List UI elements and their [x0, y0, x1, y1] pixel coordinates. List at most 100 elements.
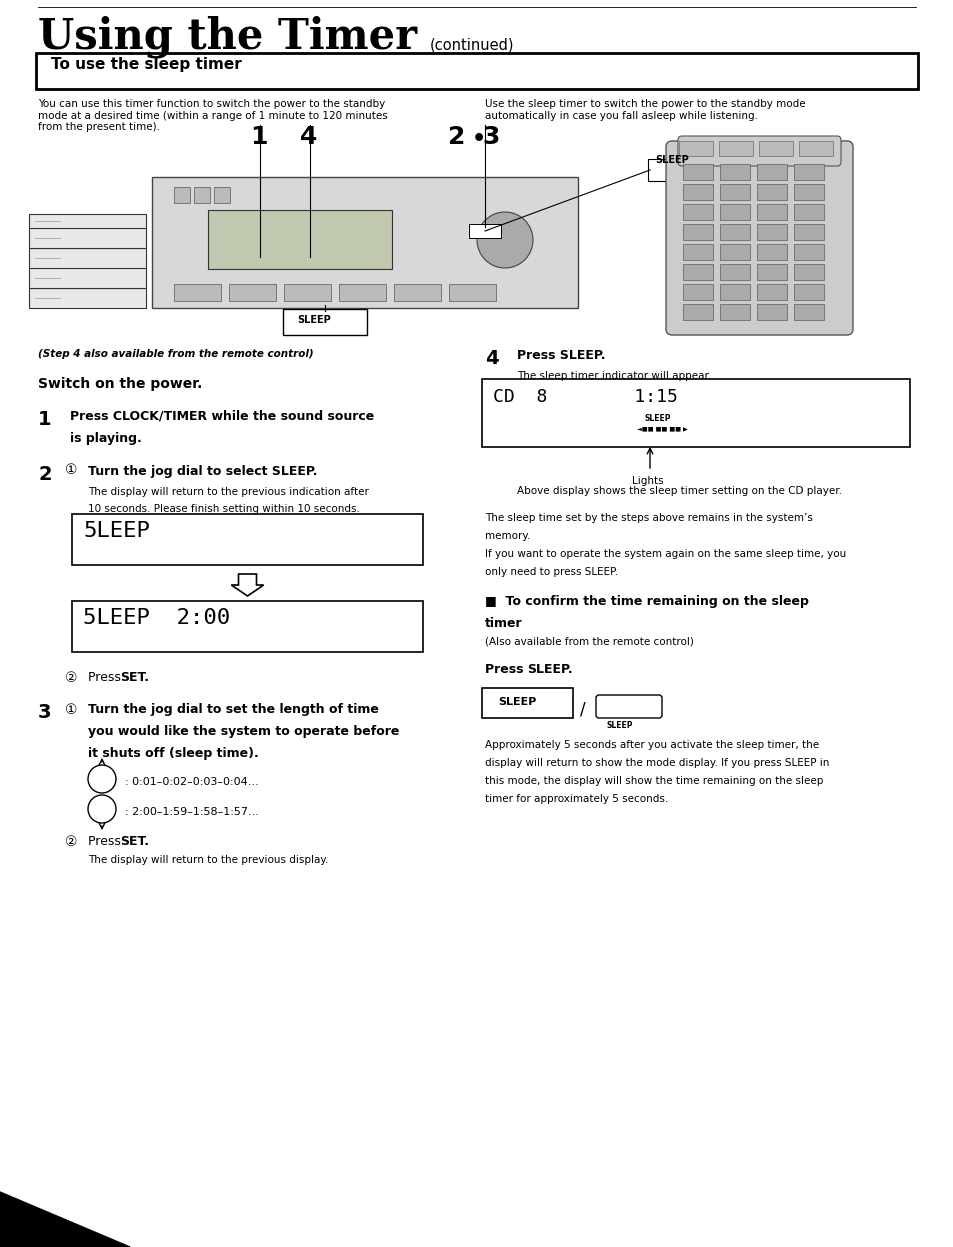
Text: (Step 4 also available from the remote control): (Step 4 also available from the remote c…	[38, 349, 314, 359]
FancyBboxPatch shape	[481, 379, 909, 446]
Text: SET.: SET.	[120, 671, 149, 685]
FancyBboxPatch shape	[173, 187, 190, 203]
FancyBboxPatch shape	[596, 695, 661, 718]
Text: : 2:00–1:59–1:58–1:57...: : 2:00–1:59–1:58–1:57...	[125, 807, 258, 817]
Text: Turn the jog dial to set the length of time: Turn the jog dial to set the length of t…	[88, 703, 378, 716]
FancyBboxPatch shape	[394, 284, 440, 301]
Text: ①: ①	[65, 703, 77, 717]
Circle shape	[476, 212, 533, 268]
FancyBboxPatch shape	[719, 141, 752, 156]
FancyBboxPatch shape	[29, 268, 146, 288]
FancyBboxPatch shape	[793, 244, 823, 261]
FancyBboxPatch shape	[208, 209, 392, 269]
FancyBboxPatch shape	[757, 304, 786, 320]
FancyBboxPatch shape	[720, 284, 749, 301]
Text: You can use this timer function to switch the power to the standby
mode at a des: You can use this timer function to switc…	[38, 99, 387, 132]
Text: Use the sleep timer to switch the power to the standby mode
automatically in cas: Use the sleep timer to switch the power …	[484, 99, 804, 121]
FancyBboxPatch shape	[757, 205, 786, 219]
FancyBboxPatch shape	[449, 284, 496, 301]
Text: ②: ②	[65, 671, 77, 685]
Text: Press: Press	[484, 663, 527, 676]
Text: 4: 4	[299, 125, 317, 148]
FancyBboxPatch shape	[757, 224, 786, 239]
FancyBboxPatch shape	[682, 304, 712, 320]
Text: The sleep timer indicator will appear.: The sleep timer indicator will appear.	[517, 372, 711, 382]
Text: Switch on the power.: Switch on the power.	[38, 377, 202, 392]
Text: SLEEP: SLEEP	[655, 155, 688, 165]
FancyBboxPatch shape	[71, 601, 422, 652]
Text: you would like the system to operate before: you would like the system to operate bef…	[88, 725, 399, 738]
Text: 5LEEP: 5LEEP	[83, 521, 150, 541]
FancyBboxPatch shape	[793, 264, 823, 281]
FancyBboxPatch shape	[793, 304, 823, 320]
Text: 10 seconds. Please finish setting within 10 seconds.: 10 seconds. Please finish setting within…	[88, 504, 359, 514]
Text: 1: 1	[38, 410, 51, 429]
FancyBboxPatch shape	[757, 244, 786, 261]
FancyBboxPatch shape	[29, 248, 146, 268]
Text: •: •	[472, 128, 486, 148]
Text: SLEEP: SLEEP	[644, 414, 671, 423]
FancyBboxPatch shape	[338, 284, 386, 301]
Text: The display will return to the previous display.: The display will return to the previous …	[88, 855, 328, 865]
Text: 3: 3	[38, 703, 51, 722]
FancyBboxPatch shape	[481, 688, 573, 718]
Text: To use the sleep timer: To use the sleep timer	[51, 57, 241, 72]
FancyBboxPatch shape	[720, 205, 749, 219]
FancyBboxPatch shape	[793, 185, 823, 200]
Polygon shape	[0, 1192, 130, 1247]
Text: ②: ②	[65, 835, 77, 849]
Text: Above display shows the sleep timer setting on the CD player.: Above display shows the sleep timer sett…	[517, 486, 841, 496]
Text: SLEEP: SLEEP	[296, 315, 331, 325]
FancyBboxPatch shape	[678, 136, 841, 166]
Text: timer: timer	[484, 617, 522, 630]
FancyBboxPatch shape	[71, 514, 422, 565]
FancyBboxPatch shape	[647, 160, 703, 181]
FancyBboxPatch shape	[679, 141, 712, 156]
FancyBboxPatch shape	[229, 284, 275, 301]
FancyBboxPatch shape	[793, 224, 823, 239]
FancyBboxPatch shape	[213, 187, 230, 203]
Text: SLEEP: SLEEP	[606, 721, 633, 729]
FancyBboxPatch shape	[682, 244, 712, 261]
Text: Press: Press	[88, 671, 125, 685]
Text: (continued): (continued)	[430, 37, 514, 52]
Text: it shuts off (sleep time).: it shuts off (sleep time).	[88, 747, 258, 759]
Text: /: /	[579, 701, 585, 720]
FancyBboxPatch shape	[173, 284, 221, 301]
Text: (Also available from the remote control): (Also available from the remote control)	[484, 637, 693, 647]
FancyBboxPatch shape	[29, 228, 146, 248]
FancyBboxPatch shape	[682, 205, 712, 219]
Text: CD  8        1:15: CD 8 1:15	[493, 388, 678, 407]
FancyBboxPatch shape	[29, 214, 146, 228]
Text: 3: 3	[481, 125, 498, 148]
FancyBboxPatch shape	[720, 264, 749, 281]
FancyBboxPatch shape	[759, 141, 792, 156]
FancyBboxPatch shape	[793, 284, 823, 301]
FancyBboxPatch shape	[799, 141, 832, 156]
Text: Press SLEEP.: Press SLEEP.	[517, 349, 605, 362]
Text: timer for approximately 5 seconds.: timer for approximately 5 seconds.	[484, 794, 667, 804]
FancyBboxPatch shape	[720, 224, 749, 239]
Text: Press: Press	[88, 835, 125, 848]
FancyBboxPatch shape	[682, 165, 712, 180]
Text: : 0:01–0:02–0:03–0:04...: : 0:01–0:02–0:03–0:04...	[125, 777, 258, 787]
Text: Turn the jog dial to select SLEEP.: Turn the jog dial to select SLEEP.	[88, 465, 317, 478]
FancyBboxPatch shape	[682, 284, 712, 301]
Text: this mode, the display will show the time remaining on the sleep: this mode, the display will show the tim…	[484, 776, 822, 786]
FancyBboxPatch shape	[720, 304, 749, 320]
Text: 4: 4	[484, 349, 498, 368]
FancyBboxPatch shape	[720, 244, 749, 261]
Text: Using the Timer: Using the Timer	[38, 15, 416, 57]
Text: SLEEP.: SLEEP.	[526, 663, 572, 676]
FancyBboxPatch shape	[757, 165, 786, 180]
Polygon shape	[231, 574, 263, 596]
Text: SET.: SET.	[120, 835, 149, 848]
Text: 2: 2	[38, 465, 51, 484]
Text: The sleep time set by the steps above remains in the system’s: The sleep time set by the steps above re…	[484, 513, 812, 522]
Text: Press CLOCK/TIMER while the sound source: Press CLOCK/TIMER while the sound source	[70, 410, 374, 423]
FancyBboxPatch shape	[152, 177, 578, 308]
Text: 5LEEP  2:00: 5LEEP 2:00	[83, 609, 230, 628]
Text: The display will return to the previous indication after: The display will return to the previous …	[88, 488, 369, 498]
FancyBboxPatch shape	[757, 185, 786, 200]
FancyBboxPatch shape	[720, 165, 749, 180]
